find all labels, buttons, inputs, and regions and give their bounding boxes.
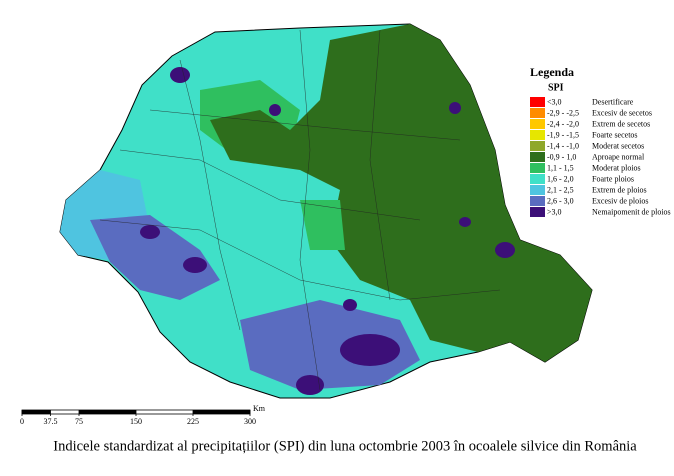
legend-swatch bbox=[530, 152, 545, 162]
legend-description: Moderat ploios bbox=[592, 163, 641, 172]
legend-range: -1,4 - -1,0 bbox=[547, 141, 579, 150]
patch bbox=[170, 67, 190, 83]
legend-description: Excesiv de ploios bbox=[592, 196, 648, 205]
boundaries bbox=[99, 29, 501, 391]
scale-segment bbox=[79, 410, 136, 414]
patch bbox=[459, 217, 471, 227]
legend-description: Aproape normal bbox=[592, 152, 645, 161]
region bbox=[90, 215, 220, 300]
scale-label: 0 bbox=[20, 417, 24, 426]
patch bbox=[296, 375, 324, 395]
patch bbox=[183, 257, 207, 273]
legend-range: -0,9 - 1,0 bbox=[547, 152, 576, 161]
legend-swatch bbox=[530, 163, 545, 173]
legend-range: -2,4 - -2,0 bbox=[547, 119, 579, 128]
legend-swatch bbox=[530, 119, 545, 129]
scale-bar: 0 37.5 75 150 225 300 Km bbox=[20, 404, 266, 426]
region bbox=[210, 24, 592, 362]
legend-range: <3,0 bbox=[547, 97, 562, 106]
region bbox=[240, 300, 420, 390]
caption: Indicele standardizat al precipitațiilor… bbox=[53, 438, 637, 454]
region bbox=[300, 200, 345, 250]
legend: Legenda SPI <3,0 Desertificare -2,9 - -2,5… bbox=[530, 65, 671, 217]
legend-description: Foarte secetos bbox=[592, 130, 638, 139]
legend-range: 2,1 - 2,5 bbox=[547, 185, 574, 194]
scale-segment bbox=[193, 410, 250, 414]
legend-description: Nemaipomenit de ploios bbox=[592, 207, 671, 216]
patch bbox=[269, 104, 281, 116]
legend-range: -2,9 - -2,5 bbox=[547, 108, 579, 117]
scale-label: 150 bbox=[130, 417, 142, 426]
legend-description: Extrem de secetos bbox=[592, 119, 650, 128]
legend-swatch bbox=[530, 207, 545, 217]
legend-range: -1,9 - -1,5 bbox=[547, 130, 579, 139]
legend-description: Desertificare bbox=[592, 97, 634, 106]
legend-swatch bbox=[530, 130, 545, 140]
scale-label: 75 bbox=[75, 417, 83, 426]
legend-description: Foarte ploios bbox=[592, 174, 634, 183]
legend-range: 1,6 - 2,0 bbox=[547, 174, 574, 183]
patch bbox=[140, 225, 160, 239]
legend-subtitle: SPI bbox=[548, 82, 564, 93]
legend-title: Legenda bbox=[530, 65, 574, 79]
legend-swatch bbox=[530, 108, 545, 118]
legend-range: 2,6 - 3,0 bbox=[547, 196, 574, 205]
legend-swatch bbox=[530, 174, 545, 184]
scale-label: 300 bbox=[244, 417, 256, 426]
legend-range: >3,0 bbox=[547, 207, 562, 216]
scale-unit: Km bbox=[253, 404, 266, 413]
legend-swatch bbox=[530, 97, 545, 107]
legend-range: 1,1 - 1,5 bbox=[547, 163, 574, 172]
legend-description: Moderat secetos bbox=[592, 141, 644, 150]
legend-swatch bbox=[530, 196, 545, 206]
scale-label: 225 bbox=[187, 417, 199, 426]
patch bbox=[495, 242, 515, 258]
map bbox=[59, 23, 593, 399]
scale-segment bbox=[22, 410, 51, 414]
legend-description: Extrem de ploios bbox=[592, 185, 647, 194]
patch bbox=[340, 334, 400, 366]
scale-label: 37.5 bbox=[44, 417, 58, 426]
patch bbox=[343, 299, 357, 311]
legend-swatch bbox=[530, 141, 545, 151]
legend-swatch bbox=[530, 185, 545, 195]
legend-description: Excesiv de secetos bbox=[592, 108, 652, 117]
patch bbox=[449, 102, 461, 114]
